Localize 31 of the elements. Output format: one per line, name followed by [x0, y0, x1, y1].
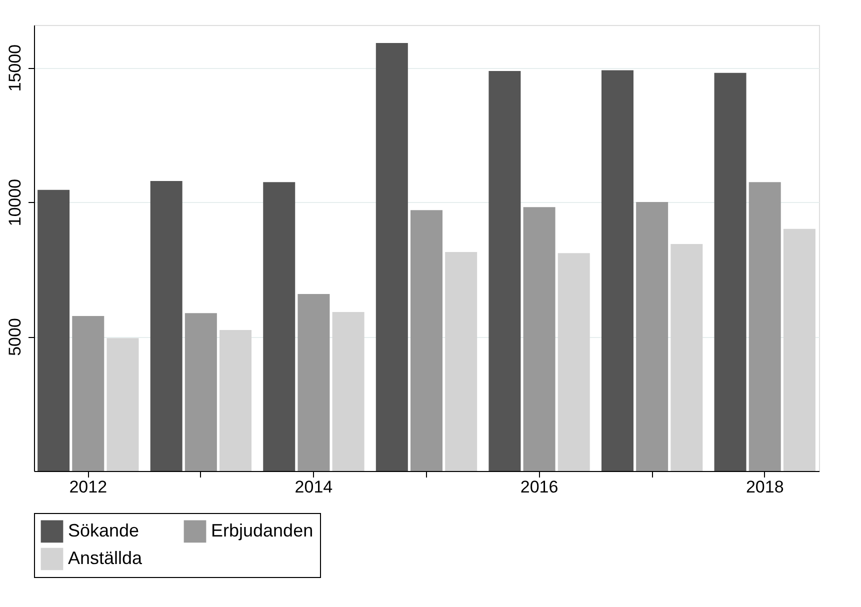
bar [636, 202, 668, 471]
bar [714, 72, 746, 471]
legend-label: Sökande [68, 520, 140, 540]
bar [184, 313, 217, 471]
bar [332, 312, 364, 471]
x-tick-label: 2014 [294, 478, 333, 496]
legend-label: Anställda [68, 548, 144, 568]
bar [445, 252, 478, 471]
bar [601, 70, 634, 471]
bar [488, 71, 521, 471]
bar [558, 253, 590, 471]
bar [72, 316, 104, 471]
bar [263, 182, 296, 471]
bar [410, 210, 442, 471]
x-tick-label: 2016 [520, 478, 558, 496]
bar [376, 43, 408, 471]
bar [298, 294, 330, 471]
bar [523, 207, 556, 471]
bar [670, 244, 703, 471]
bar [748, 182, 781, 471]
y-tick-label: 10000 [6, 178, 24, 226]
bar [220, 330, 252, 471]
bar [783, 228, 816, 471]
bar [150, 181, 182, 471]
legend-label: Erbjudanden [211, 520, 314, 540]
x-tick-label: 2018 [746, 478, 784, 496]
bar [106, 338, 139, 471]
y-tick-label: 5000 [6, 318, 24, 356]
bar [38, 190, 70, 471]
x-tick-label: 2012 [69, 478, 108, 496]
y-tick-label: 15000 [6, 44, 24, 92]
